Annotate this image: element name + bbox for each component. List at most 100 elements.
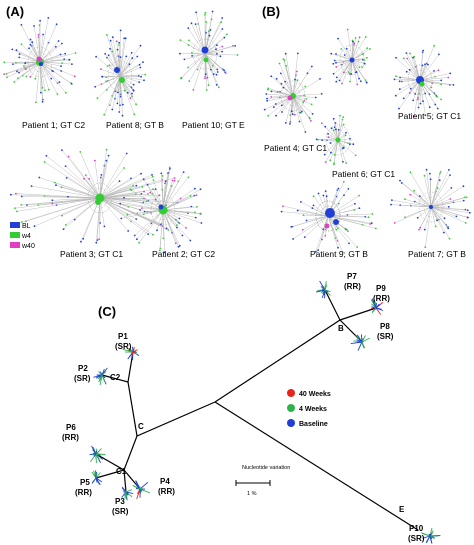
- network-node: [216, 44, 218, 47]
- network-edge: [80, 151, 101, 199]
- network-edge: [121, 209, 164, 219]
- network-node: [60, 70, 63, 72]
- clade-label-c: C: [138, 422, 144, 431]
- network-edge: [394, 206, 432, 224]
- network-edge: [337, 139, 356, 156]
- network-node: [103, 225, 106, 228]
- network-edge: [159, 209, 164, 251]
- network-node: [400, 182, 403, 184]
- network-node: [103, 113, 106, 116]
- network-node: [10, 193, 12, 196]
- network-node: [139, 66, 142, 69]
- network-node: [356, 246, 359, 248]
- network-node: [30, 185, 33, 188]
- network-hub: [119, 77, 125, 83]
- network-node: [140, 172, 142, 175]
- network-node: [321, 139, 323, 142]
- network-node: [333, 59, 336, 62]
- tip-branch: [95, 477, 99, 480]
- network-edge: [334, 139, 339, 156]
- network-node: [335, 76, 338, 79]
- network-edge: [204, 45, 236, 55]
- network-edge: [39, 17, 49, 63]
- network-node: [199, 188, 202, 191]
- network-edge: [189, 53, 206, 82]
- network-edge: [417, 206, 432, 218]
- network-edge: [94, 160, 101, 199]
- network-node: [179, 39, 182, 41]
- network-node: [311, 207, 314, 210]
- network-edge: [197, 53, 206, 70]
- network-node: [393, 78, 396, 81]
- network-node: [424, 63, 426, 66]
- network-node: [111, 50, 114, 53]
- network-node: [138, 241, 141, 244]
- network-node: [195, 194, 198, 197]
- network-edge: [430, 171, 441, 208]
- network-node: [422, 100, 424, 103]
- network-node: [60, 186, 63, 189]
- network-node: [335, 128, 337, 131]
- network-node: [322, 194, 325, 197]
- legend-label-w40: w40: [21, 243, 35, 250]
- network-node: [43, 161, 46, 163]
- network-node: [226, 33, 228, 36]
- network-edge: [292, 95, 300, 122]
- network-edge: [119, 75, 140, 83]
- network-node: [409, 87, 412, 90]
- network-node: [329, 159, 332, 162]
- network-node: [234, 45, 237, 47]
- network-node: [409, 52, 411, 55]
- network-node: [464, 222, 467, 224]
- network-edge: [281, 211, 329, 217]
- tip-response-p6: (RR): [62, 433, 79, 442]
- network-node: [282, 86, 285, 89]
- network-node: [314, 250, 317, 253]
- network-edge: [327, 215, 343, 253]
- legend-label-4-weeks: 4 Weeks: [299, 406, 327, 413]
- network-node: [343, 54, 346, 56]
- network-node: [371, 213, 374, 215]
- network-node: [188, 80, 191, 82]
- tip-label-p8: P8: [380, 322, 390, 331]
- network-node: [68, 58, 71, 61]
- network-node: [353, 209, 356, 211]
- network-edge: [103, 75, 121, 115]
- network-edge: [430, 169, 450, 208]
- network-node: [293, 113, 296, 116]
- network-edge: [4, 61, 41, 75]
- network-edge: [127, 209, 164, 215]
- network-node: [412, 99, 415, 102]
- tip-branch: [321, 289, 326, 299]
- tip-branch: [371, 298, 377, 309]
- network-node: [98, 238, 100, 241]
- network-node: [15, 192, 17, 195]
- network-node: [424, 246, 427, 249]
- tip-branch: [422, 535, 431, 539]
- network-edge: [430, 188, 438, 208]
- network-node: [462, 185, 465, 188]
- network-node: [300, 111, 303, 114]
- network-node: [308, 117, 311, 120]
- network-edge: [336, 59, 353, 82]
- network-edge: [119, 57, 121, 77]
- network-node: [167, 229, 170, 231]
- network-node: [329, 142, 332, 144]
- network-node: [124, 89, 126, 92]
- network-node: [274, 103, 277, 105]
- network-edge: [68, 156, 101, 199]
- network-node: [185, 227, 188, 229]
- network-node: [152, 179, 155, 182]
- network-node: [337, 202, 340, 205]
- network-node: [133, 113, 136, 116]
- network-node: [104, 53, 107, 55]
- network-edge: [99, 197, 129, 232]
- network-node: [337, 187, 340, 190]
- network-edge: [54, 182, 101, 199]
- network-edge: [327, 213, 373, 217]
- network-node: [119, 95, 122, 98]
- tip-branch: [429, 535, 435, 539]
- network-node: [212, 73, 215, 76]
- network-node: [54, 181, 56, 184]
